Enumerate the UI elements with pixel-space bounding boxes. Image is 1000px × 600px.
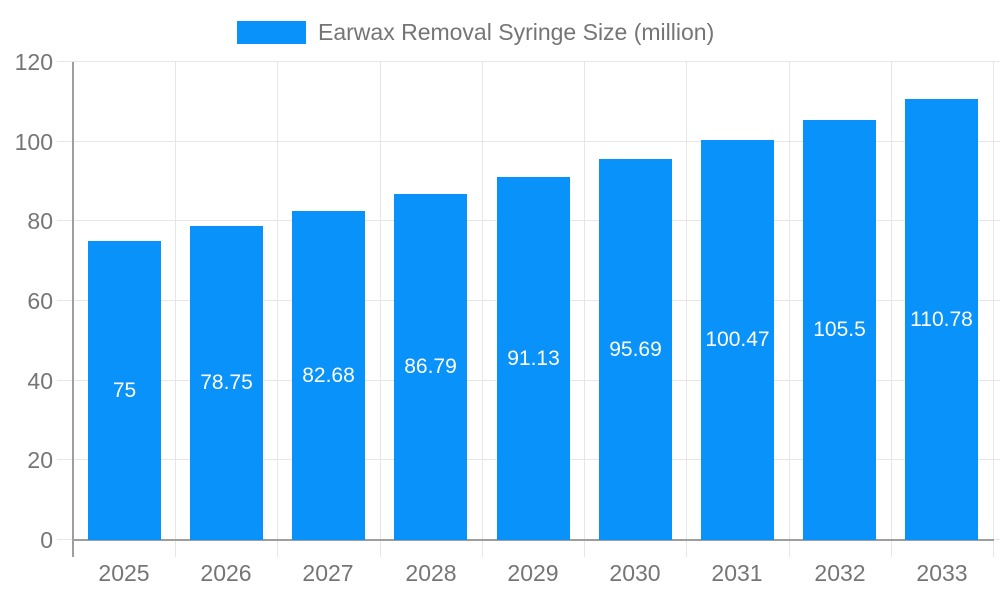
bar-2026[interactable]: 78.75: [190, 226, 263, 540]
bar-2027[interactable]: 82.68: [292, 211, 365, 540]
legend-swatch: [237, 20, 306, 44]
y-axis-tick-label: 80: [27, 208, 53, 234]
x-axis-tick-label: 2028: [405, 560, 457, 586]
gridline-vertical: [482, 62, 483, 557]
x-axis-tick-label: 2032: [814, 560, 866, 586]
legend-label: Earwax Removal Syringe Size (million): [318, 19, 715, 45]
gridline-vertical: [789, 62, 790, 557]
x-axis-tick-label: 2030: [609, 560, 661, 586]
gridline-vertical: [380, 62, 381, 557]
bar-2033[interactable]: 110.78: [905, 99, 978, 540]
bar-2031[interactable]: 100.47: [701, 140, 774, 540]
gridline-horizontal: [57, 61, 1000, 62]
bar-2028[interactable]: 86.79: [394, 194, 467, 540]
bar-value-label: 100.47: [705, 328, 770, 351]
x-axis-tick-label: 2029: [507, 560, 559, 586]
gridline-vertical: [891, 62, 892, 557]
bar-value-label: 91.13: [507, 346, 560, 370]
gridline-vertical: [686, 62, 687, 557]
x-axis-tick-label: 2025: [98, 560, 150, 586]
y-axis-tick-label: 0: [40, 527, 53, 553]
bar-value-label: 78.75: [200, 371, 253, 394]
chart-legend[interactable]: Earwax Removal Syringe Size (million): [237, 20, 714, 44]
bar-value-label: 110.78: [910, 307, 973, 331]
gridline-vertical: [584, 62, 585, 557]
bar-2029[interactable]: 91.13: [497, 177, 570, 540]
bar-value-label: 95.69: [609, 337, 662, 361]
y-axis-tick-label: 60: [27, 288, 53, 314]
x-axis-tick-label: 2031: [711, 560, 763, 586]
y-axis-tick-label: 40: [27, 368, 53, 394]
gridline-vertical: [175, 62, 176, 557]
y-axis-tick-label: 20: [27, 447, 53, 473]
gridline-vertical: [277, 62, 278, 557]
y-axis-tick-label: 120: [14, 49, 53, 75]
bar-2025[interactable]: 75: [88, 241, 161, 540]
x-axis-tick-label: 2026: [200, 560, 252, 586]
bar-value-label: 82.68: [302, 363, 355, 387]
bar-value-label: 105.5: [813, 318, 866, 341]
x-axis-tick-label: 2027: [302, 560, 354, 586]
y-axis-tick-label: 100: [14, 129, 53, 155]
x-axis-tick-label: 2033: [916, 560, 968, 586]
bar-2030[interactable]: 95.69: [599, 159, 672, 540]
bar-2032[interactable]: 105.5: [803, 120, 876, 540]
gridline-horizontal: [57, 141, 1000, 142]
bar-value-label: 86.79: [404, 355, 457, 378]
bar-value-label: 75: [112, 378, 137, 402]
gridline-vertical: [993, 62, 994, 557]
x-axis-line: [72, 539, 994, 541]
y-axis-line: [72, 62, 74, 557]
